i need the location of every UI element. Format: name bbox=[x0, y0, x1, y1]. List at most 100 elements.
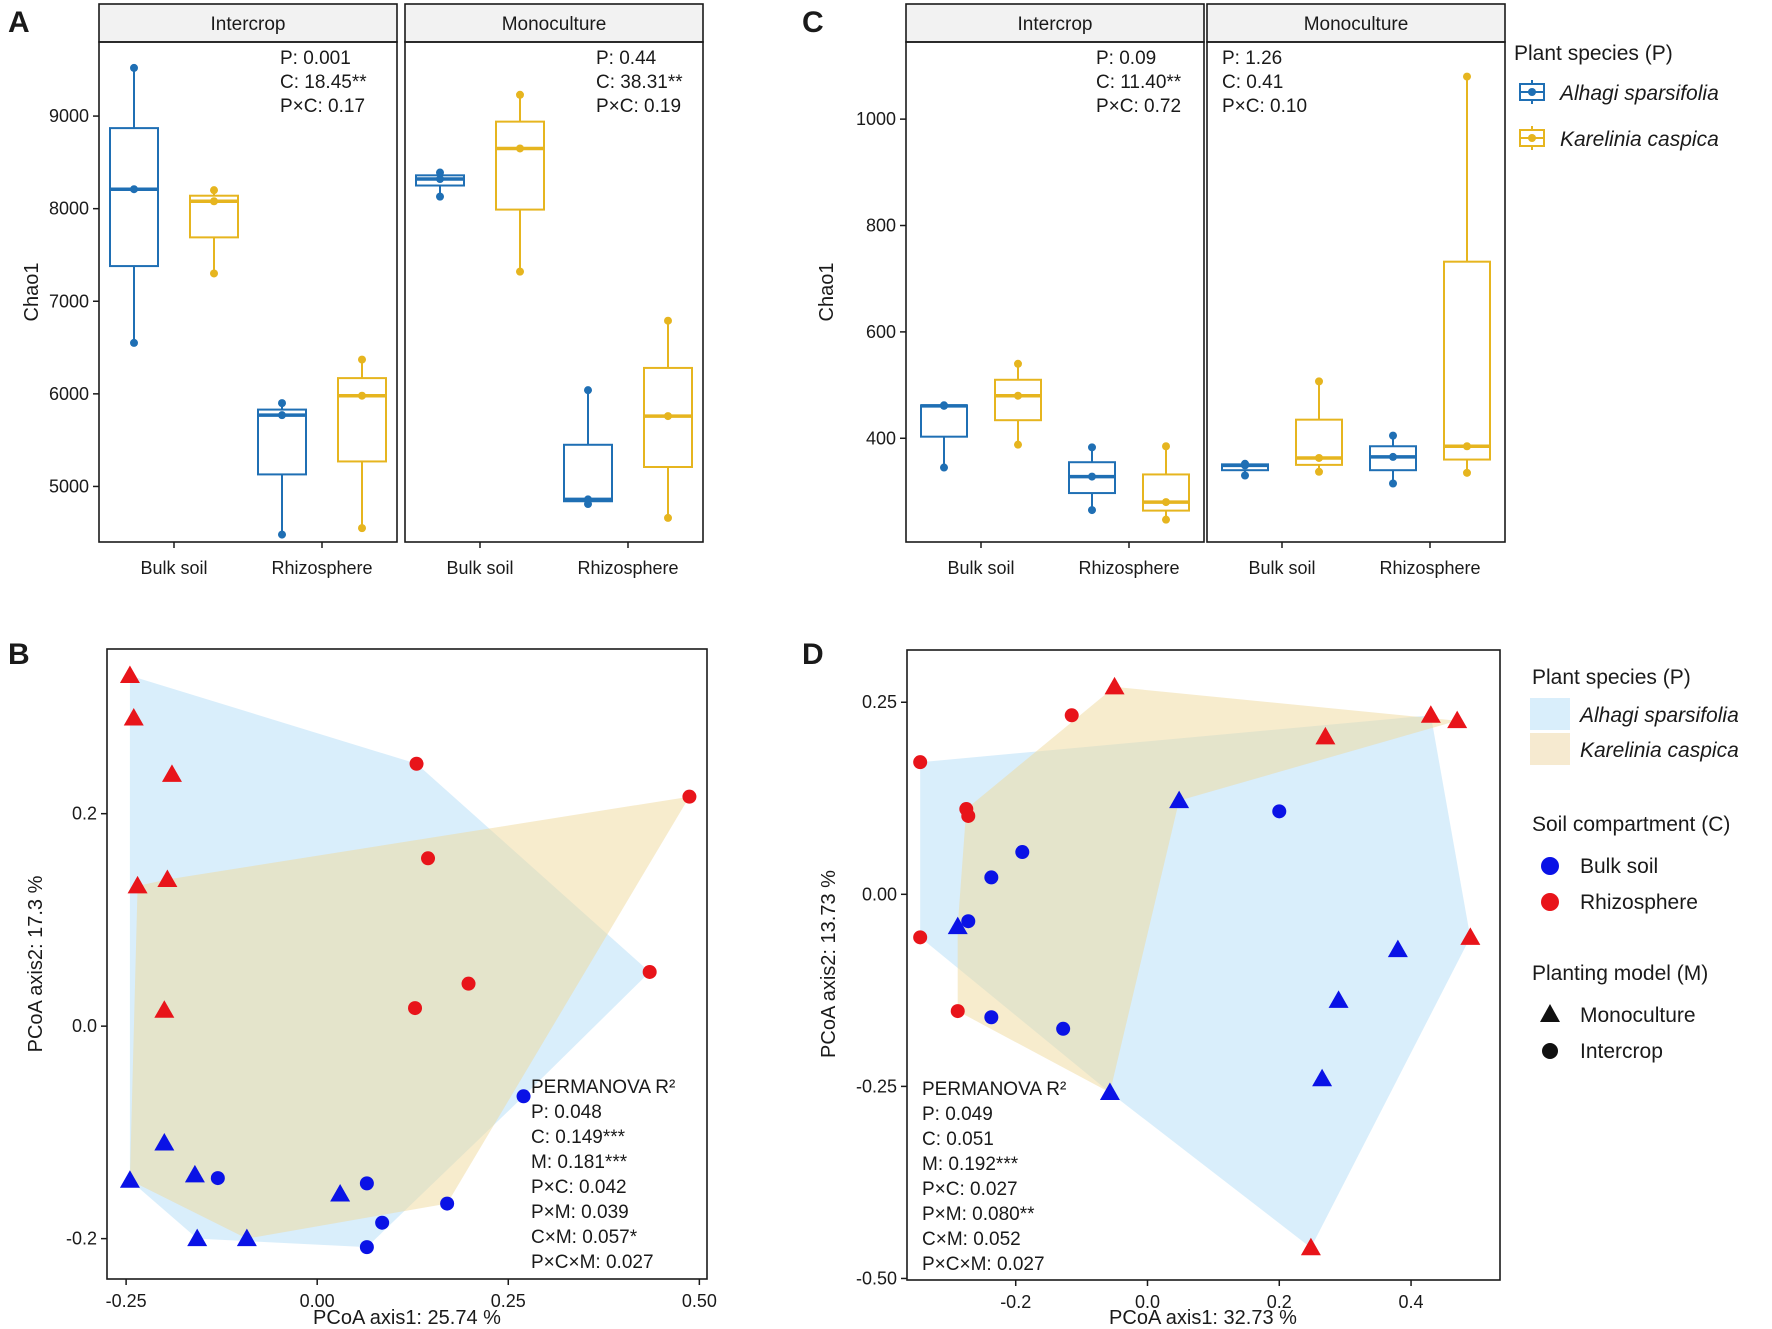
stat-a-mono-c: C: 38.31** bbox=[596, 72, 683, 93]
data-point-karelinia-bulk bbox=[210, 186, 218, 195]
stat-c-intercrop-p: P: 0.09 bbox=[1096, 48, 1156, 69]
data-point-alhagi-bulk bbox=[436, 168, 444, 177]
data-point-alhagi-rhizo bbox=[1088, 506, 1096, 515]
bulk-soil-intercrop-point bbox=[516, 1089, 531, 1104]
y-tick-label: 0.2 bbox=[72, 804, 97, 824]
box-alhagi-rhizo bbox=[563, 443, 613, 503]
plot-frame-c-intercrop bbox=[905, 41, 1205, 543]
y-tick-label: 800 bbox=[866, 216, 896, 236]
data-point-alhagi-bulk bbox=[436, 175, 444, 184]
data-point-alhagi-rhizo bbox=[584, 386, 592, 395]
data-point-karelinia-rhizo bbox=[664, 412, 672, 421]
rhizosphere-monoculture-point bbox=[1460, 927, 1481, 945]
permanova-b-pxc: P×C: 0.042 bbox=[531, 1177, 627, 1198]
box-karelinia-rhizo bbox=[1443, 260, 1491, 461]
legend-model-title: Planting model (M) bbox=[1532, 962, 1708, 985]
rhizosphere-monoculture-point bbox=[123, 708, 144, 726]
legend-top-title: Plant species (P) bbox=[1514, 42, 1673, 65]
panel-d-ticks: -0.2 0.0 0.2 0.4 -0.50 -0.25 0.00 0.25 bbox=[856, 692, 1424, 1312]
x-tick-label: 0.4 bbox=[1399, 1292, 1424, 1312]
y-axis-label-c: Chao1 bbox=[816, 263, 838, 322]
permanova-b-p: P: 0.048 bbox=[531, 1102, 602, 1123]
rhizosphere-intercrop-point bbox=[461, 976, 476, 991]
data-point-karelinia-bulk bbox=[1014, 391, 1022, 400]
strip-box-c-intercrop bbox=[905, 3, 1205, 43]
bulk-soil-monoculture-point bbox=[1169, 790, 1190, 809]
data-point-karelinia-rhizo bbox=[1463, 442, 1471, 451]
bulk-soil-intercrop-point bbox=[375, 1215, 390, 1230]
y-tick-label: 0.00 bbox=[862, 884, 897, 904]
stat-c-mono-pxc: P×C: 0.10 bbox=[1222, 96, 1307, 117]
x-tick-label: -0.25 bbox=[106, 1291, 147, 1311]
stat-c-mono-c: C: 0.41 bbox=[1222, 72, 1283, 93]
panel-c-boxplot: Intercrop Monoculture P: 0.09 C: 11.40**… bbox=[816, 3, 1506, 578]
x-tick-label: 0.2 bbox=[1267, 1292, 1292, 1312]
strip-box-c-monoculture bbox=[1206, 3, 1506, 43]
x-tick-label: 0.00 bbox=[300, 1291, 335, 1311]
panel-label-d: D bbox=[802, 638, 824, 671]
panel-label-c: C bbox=[802, 6, 824, 39]
bulk-soil-monoculture-point bbox=[330, 1184, 351, 1202]
rhizosphere-monoculture-point bbox=[1447, 710, 1468, 729]
legend-label-intercrop: Intercrop bbox=[1580, 1040, 1663, 1063]
stat-a-intercrop-c: C: 18.45** bbox=[280, 72, 367, 93]
y-tick-label: 6000 bbox=[49, 384, 89, 404]
strip-box-a-monoculture bbox=[404, 3, 704, 43]
legend-key-bulk-soil bbox=[1541, 857, 1559, 875]
rhizosphere-intercrop-point bbox=[950, 1004, 965, 1019]
rhizosphere-monoculture-point bbox=[119, 665, 140, 684]
x-tick-label: Bulk soil bbox=[140, 558, 207, 578]
bulk-soil-intercrop-point bbox=[359, 1240, 374, 1255]
legend-top-key-karelinia bbox=[1519, 126, 1545, 150]
data-point-karelinia-bulk bbox=[516, 267, 524, 276]
y-tick-label: 1000 bbox=[856, 109, 896, 129]
panel-c-marks bbox=[920, 72, 1491, 524]
data-point-alhagi-rhizo bbox=[278, 411, 286, 420]
legend-species-title: Plant species (P) bbox=[1532, 666, 1691, 689]
y-tick-label: -0.25 bbox=[856, 1076, 897, 1096]
rhizosphere-monoculture-point bbox=[1420, 705, 1441, 723]
legend-label-monoculture: Monoculture bbox=[1580, 1004, 1696, 1027]
stat-a-mono-p: P: 0.44 bbox=[596, 48, 657, 69]
rhizosphere-intercrop-point bbox=[1064, 708, 1079, 723]
permanova-b-cxm: C×M: 0.057* bbox=[531, 1227, 638, 1248]
box-alhagi-rhizo bbox=[257, 408, 307, 476]
rhizosphere-monoculture-point bbox=[1300, 1237, 1321, 1256]
rhizosphere-monoculture-point bbox=[154, 1000, 175, 1018]
bulk-soil-intercrop-point bbox=[1272, 804, 1287, 819]
y-axis-label-b: PCoA axis2: 17.3 % bbox=[25, 875, 47, 1052]
strip-label-c-intercrop: Intercrop bbox=[1018, 14, 1093, 35]
data-point-alhagi-bulk bbox=[1241, 459, 1249, 468]
permanova-title-d: PERMANOVA R² bbox=[922, 1079, 1066, 1100]
hull-karelinia bbox=[957, 686, 1458, 1093]
data-point-karelinia-bulk bbox=[1315, 467, 1323, 476]
data-point-karelinia-rhizo bbox=[1162, 515, 1170, 524]
bulk-soil-monoculture-point bbox=[1099, 1082, 1120, 1101]
rhizosphere-monoculture-point bbox=[1104, 676, 1125, 695]
data-point-karelinia-rhizo bbox=[1162, 498, 1170, 507]
stat-a-intercrop-p: P: 0.001 bbox=[280, 48, 351, 69]
legend-top-key-alhagi bbox=[1519, 80, 1545, 104]
x-axis-label-d: PCoA axis1: 32.73 % bbox=[1109, 1307, 1297, 1329]
x-tick-label: Bulk soil bbox=[947, 558, 1014, 578]
data-point-karelinia-rhizo bbox=[1463, 468, 1471, 477]
data-point-karelinia-bulk bbox=[1315, 377, 1323, 386]
data-point-alhagi-rhizo bbox=[1389, 479, 1397, 488]
rhizosphere-intercrop-point bbox=[913, 755, 928, 770]
bulk-soil-intercrop-point bbox=[1056, 1021, 1071, 1036]
permanova-d-pxm: P×M: 0.080** bbox=[922, 1204, 1035, 1225]
box-alhagi-bulk bbox=[920, 404, 968, 438]
bulk-soil-monoculture-point bbox=[119, 1170, 140, 1188]
bulk-soil-monoculture-point bbox=[236, 1228, 257, 1247]
panel-a-ticks: 5000 6000 7000 8000 9000 Bulk soil Rhizosphere… bbox=[49, 106, 679, 578]
permanova-d-pxc: P×C: 0.027 bbox=[922, 1179, 1018, 1200]
y-tick-label: 7000 bbox=[49, 291, 89, 311]
x-tick-label: Rhizosphere bbox=[577, 558, 678, 578]
x-tick-label: Rhizosphere bbox=[1078, 558, 1179, 578]
data-point-alhagi-bulk bbox=[130, 63, 138, 72]
rhizosphere-intercrop-point bbox=[421, 851, 436, 866]
strip-label-c-monoculture: Monoculture bbox=[1304, 14, 1409, 35]
x-axis-label-b: PCoA axis1: 25.74 % bbox=[313, 1307, 501, 1329]
rhizosphere-intercrop-point bbox=[409, 756, 424, 771]
x-tick-label: Rhizosphere bbox=[1379, 558, 1480, 578]
